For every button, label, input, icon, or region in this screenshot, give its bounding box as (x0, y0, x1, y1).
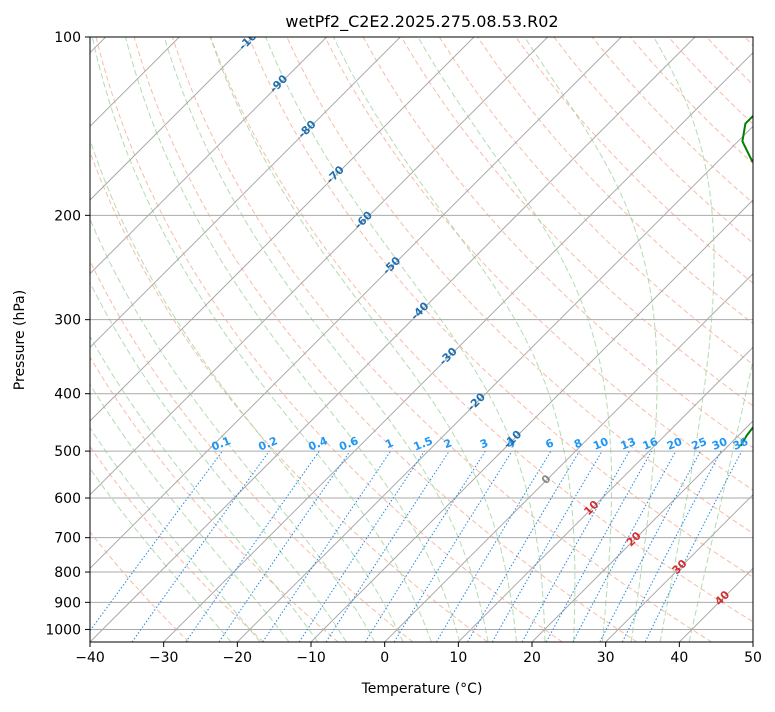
y-tick-label: 400 (54, 387, 81, 403)
chart-title: wetPf2_C2E2.2025.275.08.53.R02 (285, 12, 558, 32)
y-tick-label: 200 (54, 208, 81, 224)
y-tick-label: 900 (54, 595, 81, 611)
x-axis-label: Temperature (°C) (361, 681, 483, 697)
y-tick-label: 600 (54, 491, 81, 507)
y-tick-label: 800 (54, 565, 81, 581)
x-tick-label: 20 (523, 650, 541, 666)
x-tick-label: −10 (296, 650, 326, 666)
x-tick-label: −20 (223, 650, 253, 666)
x-tick-label: −30 (149, 650, 179, 666)
x-tick-label: 40 (670, 650, 688, 666)
y-tick-label: 1000 (45, 622, 81, 638)
y-tick-label: 300 (54, 313, 81, 329)
x-tick-label: 0 (380, 650, 389, 666)
x-tick-label: 50 (744, 650, 762, 666)
x-tick-label: 30 (597, 650, 615, 666)
y-tick-label: 700 (54, 531, 81, 547)
y-tick-label: 500 (54, 444, 81, 460)
y-axis-label: Pressure (hPa) (12, 290, 28, 390)
x-tick-label: 10 (449, 650, 467, 666)
x-tick-label: −40 (75, 650, 105, 666)
y-tick-label: 100 (54, 30, 81, 46)
